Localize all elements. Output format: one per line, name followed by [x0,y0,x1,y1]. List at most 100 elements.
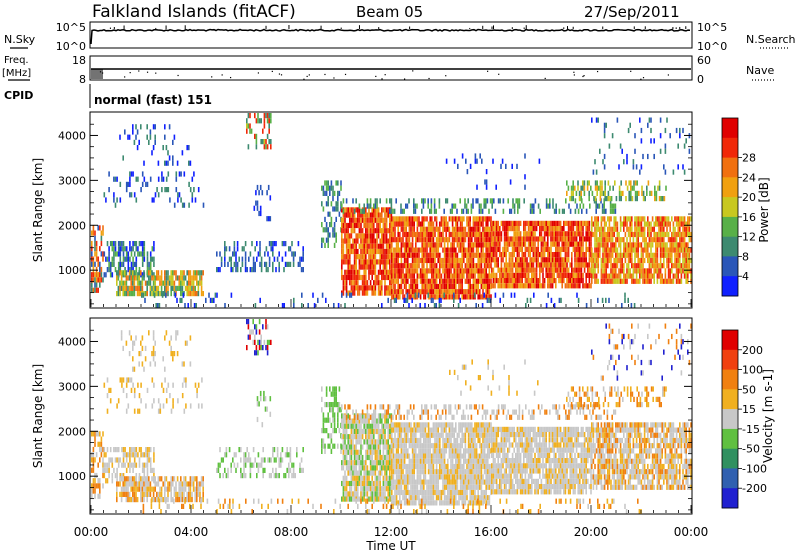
range-gate-cell [432,278,435,284]
range-gate-cell [281,447,284,453]
range-gate-cell [621,252,623,258]
range-gate-cell [116,473,118,479]
range-gate-cell [656,242,659,248]
range-gate-cell [397,231,399,238]
range-gate-cell [183,486,185,492]
range-gate-cell [193,187,195,193]
range-gate-cell [624,273,627,279]
range-gate-cell [127,476,129,482]
range-gate-cell [220,457,223,463]
range-gate-cell [254,246,256,252]
range-gate-cell [209,297,212,303]
range-gate-cell [607,190,610,196]
range-gate-cell [255,118,258,124]
range-gate-cell [133,481,136,487]
range-gate-cell [176,297,178,303]
range-gate-cell [437,247,439,253]
range-gate-cell [92,457,95,463]
range-gate-cell [122,345,124,351]
range-gate-cell [132,261,134,267]
range-gate-cell [193,303,196,309]
range-gate-cell [578,196,581,202]
range-gate-cell [613,203,615,209]
range-gate-cell [120,497,123,503]
range-gate-cell [342,280,345,286]
nave-point [640,78,642,80]
range-gate-cell [249,473,252,479]
range-gate-cell [550,226,552,232]
power-colorbar-label: Power [dB] [757,177,771,242]
range-gate-cell [683,216,686,222]
range-gate-cell [677,143,679,149]
range-gate-cell [286,261,288,267]
range-gate-cell [675,242,678,248]
range-gate-cell [358,285,361,291]
range-gate-cell [629,247,631,253]
range-gate-cell [129,452,131,458]
range-gate-cell [500,283,503,289]
range-gate-cell [566,231,568,237]
range-gate-cell [635,237,638,243]
range-gate-cell [133,387,136,393]
range-gate-cell [615,221,617,227]
range-gate-cell [116,447,118,453]
range-gate-cell [332,232,334,238]
range-gate-cell [527,226,530,232]
range-gate-cell [623,247,625,253]
range-gate-cell [675,231,678,238]
range-gate-cell [415,247,417,253]
range-gate-cell [634,242,636,248]
range-gate-cell [252,329,254,335]
range-gate-cell [182,292,185,298]
range-gate-cell [148,486,150,492]
range-gate-cell [344,207,346,213]
range-gate-cell [392,231,395,238]
range-gate-cell [413,231,415,238]
range-gate-cell [674,231,676,238]
range-gate-cell [642,216,644,222]
range-gate-cell [344,212,346,218]
range-gate-cell [571,252,573,258]
range-gate-cell [621,257,623,264]
range-gate-cell [419,268,422,274]
range-gate-cell [374,264,377,270]
range-gate-cell [394,273,396,279]
range-gate-cell [423,294,425,300]
range-gate-cell [152,356,155,362]
range-gate-cell [255,144,258,150]
range-gate-cell [437,252,439,258]
range-gate-cell [400,242,403,248]
range-gate-cell [408,221,411,227]
range-gate-cell [545,267,547,273]
range-gate-cell [597,278,599,284]
range-gate-cell [250,128,253,134]
range-gate-cell [124,246,126,252]
range-gate-cell [483,252,486,258]
range-gate-cell [402,294,404,300]
freq-right-tick-top: 60 [697,54,711,67]
range-gate-cell [399,273,401,279]
range-gate-cell [391,231,393,238]
range-gate-cell [170,291,172,297]
range-gate-cell [648,263,651,269]
range-gate-cell [140,280,142,286]
range-gate-cell [202,481,204,487]
range-gate-cell [424,273,427,279]
range-gate-cell [291,251,293,257]
range-gate-cell [333,242,336,248]
range-gate-cell [103,382,106,388]
range-gate-cell [548,246,551,252]
range-gate-cell [674,273,676,279]
range-gate-cell [440,297,442,303]
range-gate-cell [117,291,120,297]
range-gate-cell [499,198,501,204]
range-gate-cell [329,222,331,228]
range-gate-cell [632,164,635,170]
range-gate-cell [640,247,643,253]
range-gate-cell [450,263,452,269]
range-gate-cell [129,267,131,273]
range-gate-cell [510,220,512,226]
range-gate-cell [461,273,463,279]
range-gate-cell [667,252,670,258]
range-gate-cell [679,247,681,253]
